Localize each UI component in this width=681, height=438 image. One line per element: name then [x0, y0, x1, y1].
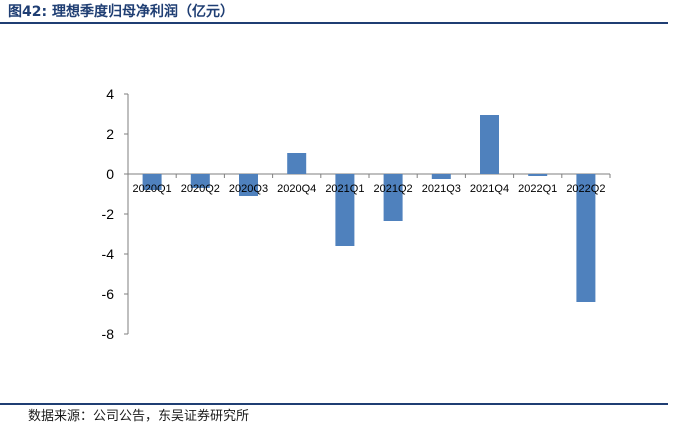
category-label-2022Q2: 2022Q2 — [566, 183, 605, 195]
bar-2021Q1 — [335, 174, 355, 246]
bar-2021Q4 — [480, 115, 499, 174]
category-label-2020Q2: 2020Q2 — [181, 183, 220, 195]
y-tick-label: 0 — [106, 166, 114, 182]
category-label-2020Q1: 2020Q1 — [133, 183, 172, 195]
bar-2022Q1 — [528, 174, 548, 176]
y-tick-label: -6 — [102, 286, 115, 302]
category-label-2021Q4: 2021Q4 — [470, 183, 509, 195]
category-label-2020Q3: 2020Q3 — [229, 183, 268, 195]
bar-2022Q2 — [576, 174, 596, 302]
category-label-2021Q1: 2021Q1 — [325, 183, 364, 195]
label-layer: -8 -6 -4 -2 0 2 4 2020Q1 2020Q2 2020Q3 2020Q4 2021Q… — [102, 86, 606, 342]
y-tick-label: 4 — [106, 86, 114, 102]
bar-2020Q2 — [190, 174, 210, 188]
y-tick-label: -4 — [102, 246, 115, 262]
axis-layer — [124, 93, 611, 335]
figure-title: 图42: 理想季度归母净利润（亿元） — [8, 4, 234, 20]
bar-2020Q3 — [239, 174, 258, 196]
top-rule — [0, 22, 668, 24]
y-tick-label: 2 — [106, 126, 114, 142]
category-label-2022Q1: 2022Q1 — [518, 183, 557, 195]
bar-layer — [142, 115, 596, 302]
y-tick-label: -8 — [102, 326, 115, 342]
category-label-2021Q3: 2021Q3 — [422, 183, 461, 195]
bar-2020Q4 — [287, 153, 307, 174]
y-tick-label: -2 — [102, 206, 115, 222]
bar-2020Q1 — [142, 174, 162, 190]
category-label-2021Q2: 2021Q2 — [374, 183, 413, 195]
source-note: 数据来源：公司公告，东吴证券研究所 — [28, 409, 250, 424]
bottom-rule — [0, 403, 668, 405]
bar-2021Q3 — [431, 174, 451, 179]
bar-2021Q2 — [383, 174, 403, 221]
category-label-2020Q4: 2020Q4 — [277, 183, 316, 195]
